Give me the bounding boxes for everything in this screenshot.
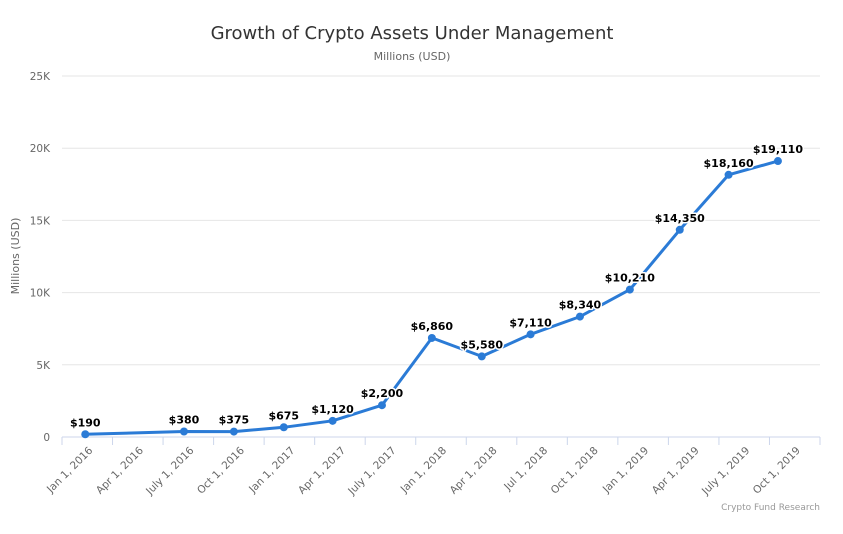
data-label: $6,860	[411, 320, 454, 333]
data-label: $2,200	[361, 387, 404, 400]
data-label: $1,120	[311, 403, 354, 416]
chart-credit: Crypto Fund Research	[721, 503, 820, 513]
data-point[interactable]	[526, 330, 535, 339]
data-label: $8,340	[559, 299, 602, 312]
data-label: $14,350	[655, 212, 705, 225]
data-point[interactable]	[773, 157, 782, 166]
data-label: $375	[219, 414, 250, 427]
gridlines	[62, 75, 820, 366]
data-labels: $190 $380 $375 $675 $1,120 $2,200 $6,860 $5,580…	[68, 142, 804, 431]
data-point[interactable]	[575, 312, 584, 321]
y-tick-label: 20K	[30, 143, 51, 155]
data-point[interactable]	[328, 416, 337, 425]
data-point[interactable]	[675, 225, 684, 234]
data-point[interactable]	[81, 430, 90, 439]
chart-title: Growth of Crypto Assets Under Management	[211, 23, 614, 44]
chart-subtitle: Millions (USD)	[374, 50, 451, 63]
y-tick-label: 15K	[30, 215, 51, 227]
data-point[interactable]	[229, 427, 238, 436]
data-point[interactable]	[625, 285, 634, 294]
data-label: $10,210	[605, 272, 655, 285]
data-point[interactable]	[377, 401, 386, 410]
series-line	[83, 159, 780, 436]
y-axis-ticks: 0 5K 10K 15K 20K 25K	[30, 71, 51, 444]
data-point[interactable]	[427, 333, 436, 342]
y-tick-label: 10K	[30, 288, 51, 300]
y-tick-label: 5K	[36, 360, 51, 372]
series-aum	[81, 157, 782, 439]
data-point[interactable]	[279, 423, 288, 432]
data-point[interactable]	[179, 427, 188, 436]
data-point[interactable]	[724, 170, 733, 179]
y-axis-title: Millions (USD)	[9, 218, 22, 295]
data-label: $5,580	[461, 338, 504, 351]
y-tick-label: 0	[43, 432, 50, 444]
y-tick-label: 25K	[30, 71, 51, 83]
data-label: $18,160	[704, 157, 754, 170]
data-label: $675	[268, 409, 299, 422]
data-label: $190	[70, 416, 101, 429]
data-label: $19,110	[753, 143, 803, 156]
data-point[interactable]	[477, 352, 486, 361]
data-label: $380	[169, 414, 200, 427]
data-label: $7,110	[509, 316, 552, 329]
